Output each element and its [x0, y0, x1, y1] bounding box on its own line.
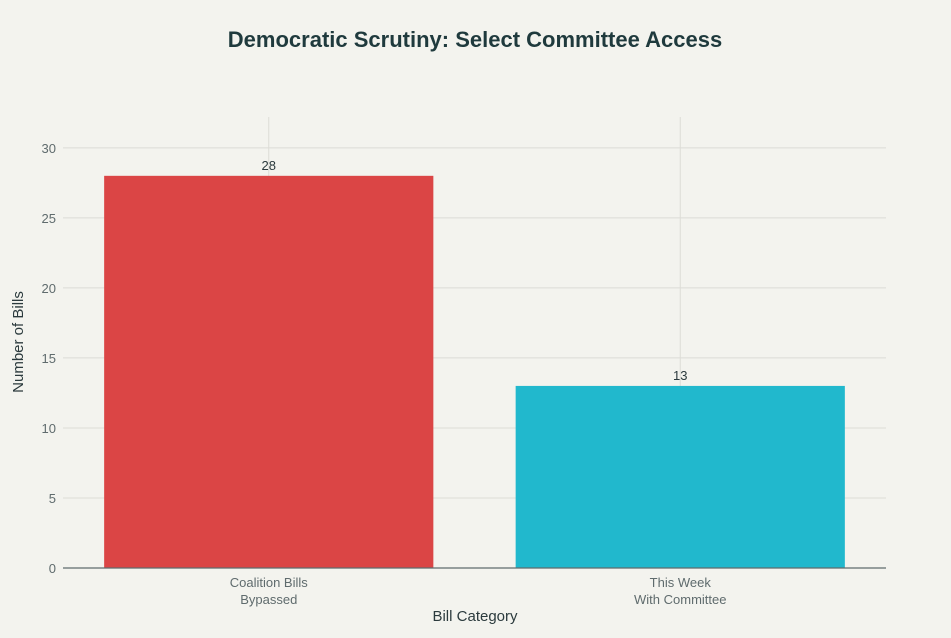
y-tick-label: 0 [49, 561, 56, 576]
x-tick-label-line: Coalition Bills [230, 575, 309, 590]
x-tick-label-line: Bypassed [240, 592, 297, 607]
bar-value-label: 28 [262, 158, 276, 173]
x-tick-label-line: With Committee [634, 592, 726, 607]
y-tick-label: 30 [42, 141, 56, 156]
x-axis-title: Bill Category [432, 608, 518, 625]
y-tick-label: 15 [42, 351, 56, 366]
chart-title: Democratic Scrutiny: Select Committee Ac… [228, 27, 722, 52]
bar-value-label: 13 [673, 368, 687, 383]
y-tick-label: 5 [49, 491, 56, 506]
y-tick-label: 10 [42, 421, 56, 436]
y-tick-label: 25 [42, 211, 56, 226]
bar[interactable] [515, 385, 845, 568]
bars [104, 175, 845, 568]
x-tick-label-line: This Week [650, 575, 712, 590]
bar[interactable] [104, 175, 434, 568]
x-tick-label: This Week With Committee [634, 575, 726, 607]
x-tick-label: Coalition Bills Bypassed [230, 575, 309, 607]
axes: 0 5 10 15 20 25 30 Coalition Bills Bypassed This … [42, 141, 886, 607]
y-axis-title: Number of Bills [10, 291, 27, 393]
data-labels: 28 13 [262, 158, 688, 383]
y-tick-label: 20 [42, 281, 56, 296]
